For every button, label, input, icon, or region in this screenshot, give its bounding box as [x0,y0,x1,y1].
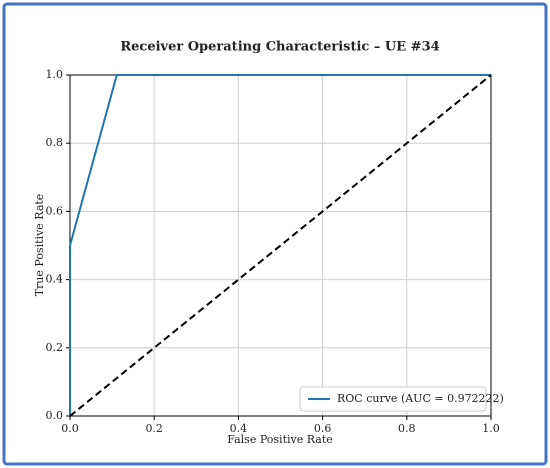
series-line [69,74,491,416]
y-tick-label: 0.2 [46,341,64,354]
x-tick-label: 1.0 [482,422,500,435]
y-tick-label: 0.6 [46,204,64,217]
chart-title: Receiver Operating Characteristic – UE #… [120,40,439,55]
x-tick-label: 0.2 [145,422,163,435]
legend-label: ROC curve (AUC = 0.972222) [337,392,504,405]
y-tick-label: 0.4 [46,273,64,286]
series-line [69,74,492,417]
x-tick-label: 0.4 [230,422,248,435]
x-tick-label: 0.8 [398,422,416,435]
y-tick-label: 1.0 [46,68,64,81]
legend-box [299,386,487,412]
x-tick-label: 0.6 [314,422,332,435]
x-tick-label: 0.0 [61,422,79,435]
y-tick-label: 0.8 [46,136,64,149]
x-axis-label: False Positive Rate [227,433,333,446]
y-axis-label: True Positive Rate [33,194,46,297]
y-tick-label: 0.0 [46,409,64,422]
